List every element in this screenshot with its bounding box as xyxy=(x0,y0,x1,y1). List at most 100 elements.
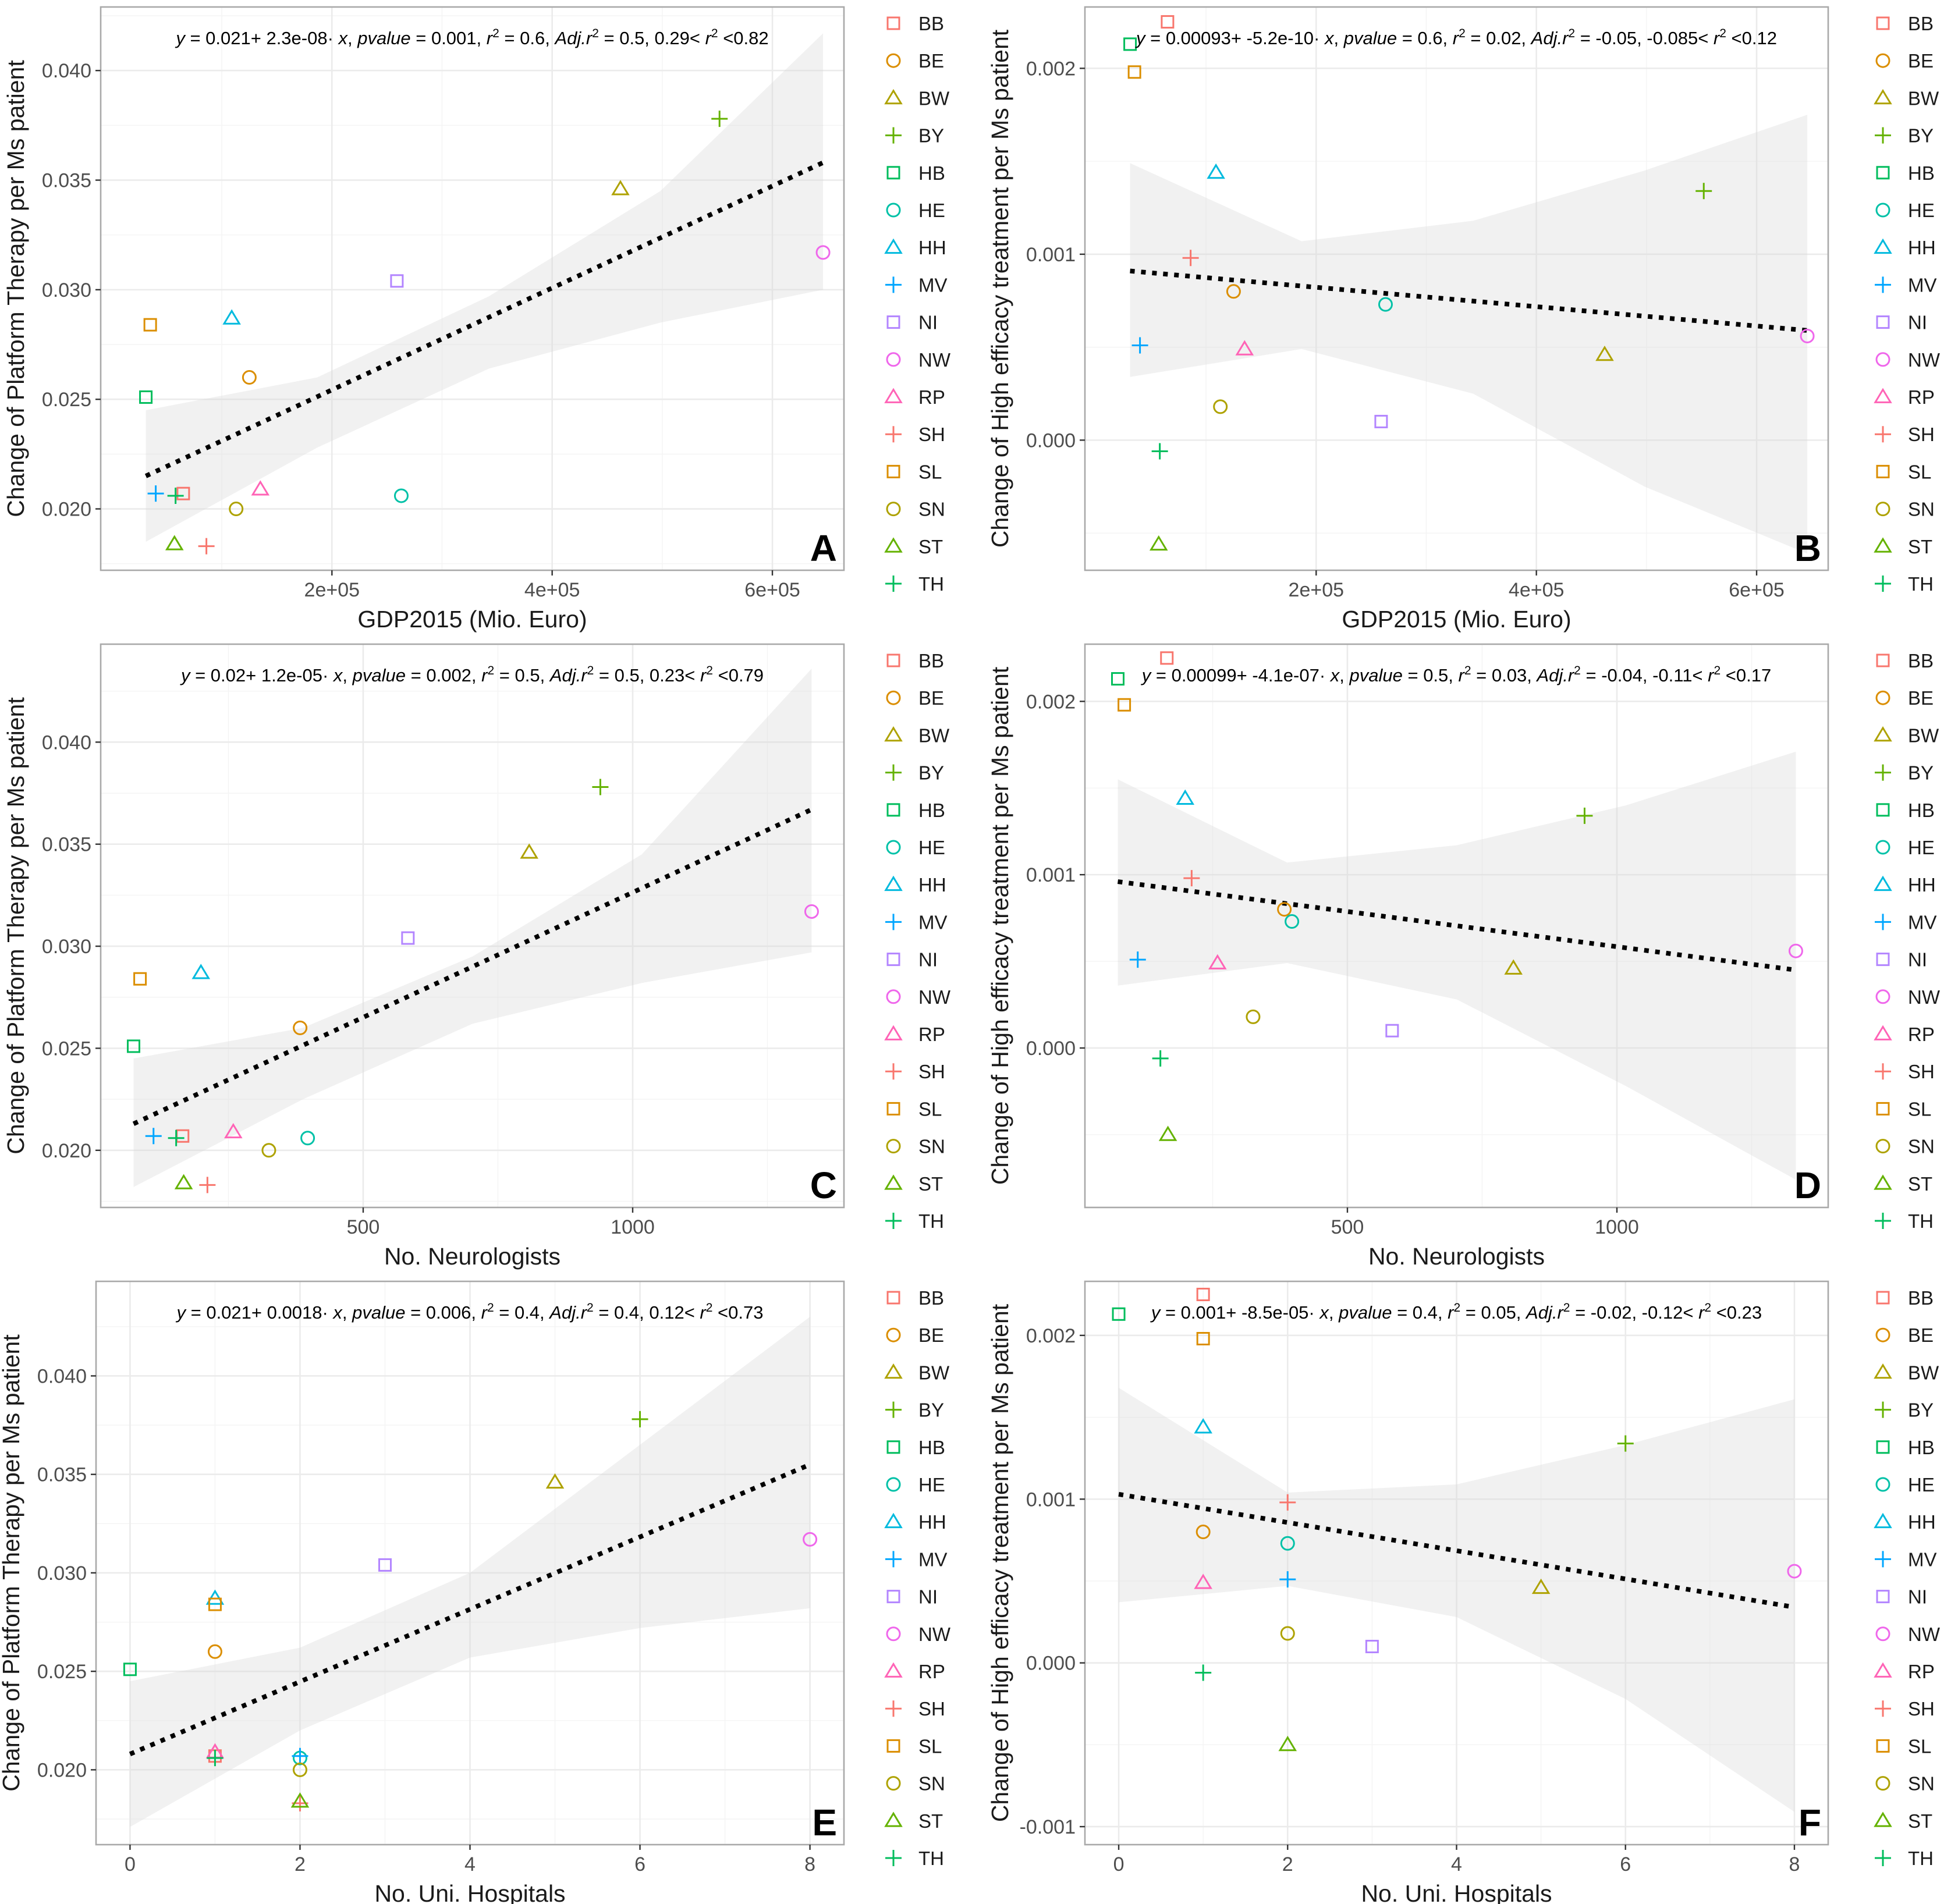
legend-item-nw: NW xyxy=(1875,349,1941,371)
legend-key-mv xyxy=(885,1551,902,1568)
panel-letter: B xyxy=(1794,527,1821,569)
legend-item-hh: HH xyxy=(884,874,946,896)
y-tick-label: 0.035 xyxy=(37,1464,87,1486)
x-tick-label: 500 xyxy=(1331,1216,1364,1238)
legend-key-sh xyxy=(1875,1063,1891,1080)
legend-label: SL xyxy=(918,1735,942,1757)
legend-item-sl: SL xyxy=(1876,1735,1931,1757)
legend-key-bb xyxy=(1876,16,1890,30)
legend-key-st xyxy=(884,1174,903,1190)
legend-item-hh: HH xyxy=(884,1511,946,1533)
legend-item-st: ST xyxy=(1874,536,1932,557)
legend-item-by: BY xyxy=(885,762,944,784)
point-st xyxy=(165,535,184,550)
point-by xyxy=(1576,807,1593,824)
point-be xyxy=(1277,902,1292,917)
plot-background xyxy=(1085,7,1828,570)
legend-label: TH xyxy=(918,1848,944,1869)
legend-key-he xyxy=(1875,840,1890,855)
point-by xyxy=(632,1411,648,1427)
legend-item-rp: RP xyxy=(884,1661,945,1682)
point-sl xyxy=(133,972,147,986)
legend-label: BB xyxy=(1908,1287,1934,1309)
panel-b: 2e+05 4e+05 6e+05 0.000 0.001 0.002 GDP2015 (M… xyxy=(987,6,1941,633)
legend-key-st xyxy=(1874,537,1892,553)
panel-f: 0 2 4 6 8 -0.001 0.000 0.001 0.002 No. Uni. Hospi… xyxy=(987,1280,1941,1904)
legend-label: SL xyxy=(1908,461,1931,482)
legend-key-th xyxy=(885,1850,902,1866)
regression-equation: y = 0.00099+ -4.1e-07· x, pvalue = 0.5, … xyxy=(1141,664,1771,685)
legend-label: HB xyxy=(918,800,945,821)
legend-key-sh xyxy=(885,426,902,443)
regression-equation: y = 0.001+ -8.5e-05· x, pvalue = 0.4, r2… xyxy=(1150,1301,1762,1323)
legend-item-hb: HB xyxy=(1876,162,1935,184)
legend-key-sn xyxy=(886,1776,901,1791)
legend-key-mv xyxy=(1875,1551,1891,1568)
panel-c: 500 1000 0.020 0.025 0.030 0.035 0.040 No. Neur… xyxy=(2,643,951,1270)
y-tick-label: 0.002 xyxy=(1026,691,1076,713)
regression-equation: y = 0.021+ 0.0018· x, pvalue = 0.006, r2… xyxy=(176,1301,764,1323)
point-sh xyxy=(1279,1494,1296,1511)
point-rp xyxy=(251,480,270,496)
x-tick-label: 4 xyxy=(1451,1853,1462,1875)
legend-item-st: ST xyxy=(1874,1810,1932,1832)
panel-border xyxy=(100,6,845,571)
point-be xyxy=(293,1020,308,1035)
legend-key-be xyxy=(886,53,901,68)
y-tick-label: 0.001 xyxy=(1026,864,1076,886)
legend-item-sh: SH xyxy=(1875,1061,1935,1082)
point-sl xyxy=(208,1597,222,1611)
y-axis-title: Change of High efficacy treatment per Ms… xyxy=(987,29,1013,548)
point-sn xyxy=(229,502,244,517)
legend-item-th: TH xyxy=(885,573,944,595)
point-bb xyxy=(1160,651,1174,665)
legend-key-st xyxy=(1874,1811,1892,1827)
legend-key-be xyxy=(1875,1327,1890,1342)
point-th xyxy=(207,1750,224,1767)
confidence-band xyxy=(146,33,824,542)
legend-label: SN xyxy=(918,1136,945,1157)
point-th xyxy=(1151,443,1168,460)
legend-key-bw xyxy=(1874,726,1892,742)
y-tick-label: 0.040 xyxy=(37,1365,87,1387)
legend-key-by xyxy=(885,127,902,144)
y-tick-label: 0.025 xyxy=(37,1661,87,1683)
point-sn xyxy=(292,1762,307,1777)
legend-item-nw: NW xyxy=(1875,1624,1941,1645)
legend-item-sh: SH xyxy=(1875,424,1935,445)
legend-label: TH xyxy=(918,573,944,595)
legend-item-bw: BW xyxy=(1874,1362,1939,1383)
legend-item-he: HE xyxy=(1875,1474,1935,1496)
point-rp xyxy=(1194,1573,1212,1589)
legend-label: BY xyxy=(1908,1399,1934,1421)
legend-key-st xyxy=(884,537,903,553)
y-tick-label: 0.040 xyxy=(42,731,91,754)
legend-label: RP xyxy=(1908,1661,1935,1682)
legend-item-hb: HB xyxy=(886,1437,945,1458)
y-tick-label: 0.020 xyxy=(42,1140,91,1162)
legend-key-mv xyxy=(885,276,902,293)
regression-line xyxy=(1117,879,1796,972)
panel-letter: E xyxy=(812,1802,837,1843)
legend-key-bw xyxy=(884,88,903,105)
point-nw xyxy=(804,904,819,919)
legend-label: HH xyxy=(918,874,946,896)
legend-label: ST xyxy=(918,1810,943,1832)
legend-key-hb xyxy=(1876,803,1890,817)
legend-label: ST xyxy=(918,1173,943,1195)
legend: BB BE BW BY HB HE HH MV NI NW RP SH SL SN ST TH xyxy=(1874,13,1941,595)
legend-label: NI xyxy=(1908,312,1927,333)
legend-item-th: TH xyxy=(1875,573,1934,595)
legend-item-sn: SN xyxy=(886,1136,945,1157)
regression-equation: y = 0.02+ 1.2e-05· x, pvalue = 0.002, r2… xyxy=(180,664,764,685)
legend-key-hh xyxy=(1874,1512,1892,1529)
x-axis-title: GDP2015 (Mio. Euro) xyxy=(1342,606,1571,633)
legend-item-bw: BW xyxy=(884,1362,950,1383)
panel-letter: D xyxy=(1794,1164,1821,1206)
legend-item-ni: NI xyxy=(886,1586,938,1608)
point-hh xyxy=(1176,789,1195,805)
point-bw xyxy=(611,180,630,196)
confidence-band xyxy=(1130,115,1808,554)
legend-label: HE xyxy=(918,200,945,221)
legend-label: HB xyxy=(918,1437,945,1458)
